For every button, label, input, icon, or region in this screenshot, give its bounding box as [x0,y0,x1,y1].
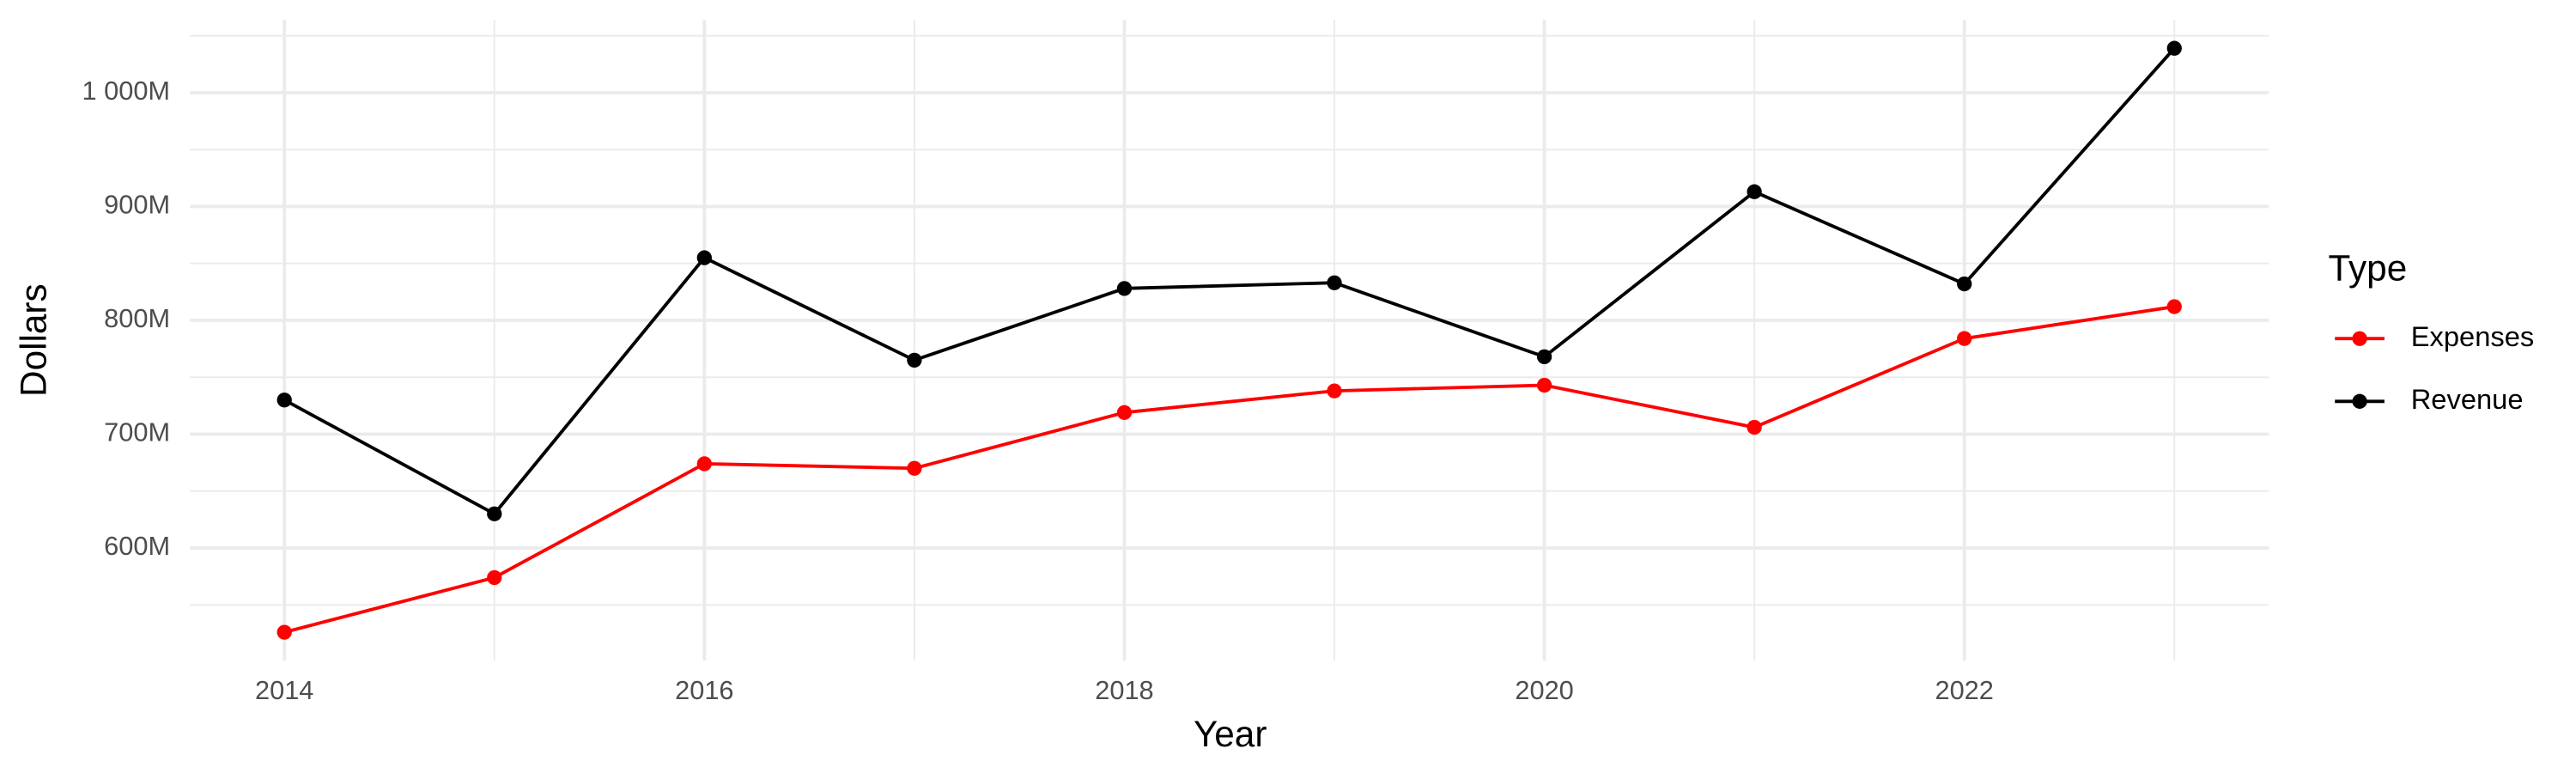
data-point [1747,419,1762,435]
data-point [1327,275,1342,290]
legend-title: Type [2329,248,2408,289]
y-tick-label: 800M [104,303,170,333]
data-point [2166,40,2182,56]
data-point [2166,299,2182,314]
y-tick-label: 600M [104,531,170,561]
y-tick-label: 700M [104,417,170,447]
data-point [1536,349,1552,365]
data-point [696,456,712,472]
legend-key-point [2352,331,2367,346]
data-point [1327,383,1342,399]
x-tick-label: 2018 [1095,675,1153,705]
data-point [907,460,922,476]
x-tick-label: 2020 [1515,675,1573,705]
data-point [487,569,502,586]
data-point [1536,377,1552,393]
data-point [907,352,922,368]
x-axis-title: Year [1194,714,1267,754]
data-point [276,624,292,640]
data-point [696,250,712,265]
legend-key-point [2352,393,2367,409]
data-point [1747,184,1762,199]
x-tick-label: 2022 [1935,675,1993,705]
data-point [1116,405,1133,420]
series-line [283,46,2176,516]
legend-label: Revenue [2411,383,2524,415]
data-point [1957,331,1972,346]
data-point [487,506,502,521]
data-point [1957,276,1972,292]
data-point [1116,281,1133,296]
legend-label: Expenses [2411,320,2535,352]
x-tick-label: 2016 [675,675,733,705]
y-tick-label: 900M [104,190,170,220]
x-tick-label: 2014 [255,675,313,705]
y-axis-title: Dollars [13,283,53,397]
y-tick-label: 1 000M [82,76,170,106]
series-line [283,305,2175,634]
data-point [276,393,292,408]
